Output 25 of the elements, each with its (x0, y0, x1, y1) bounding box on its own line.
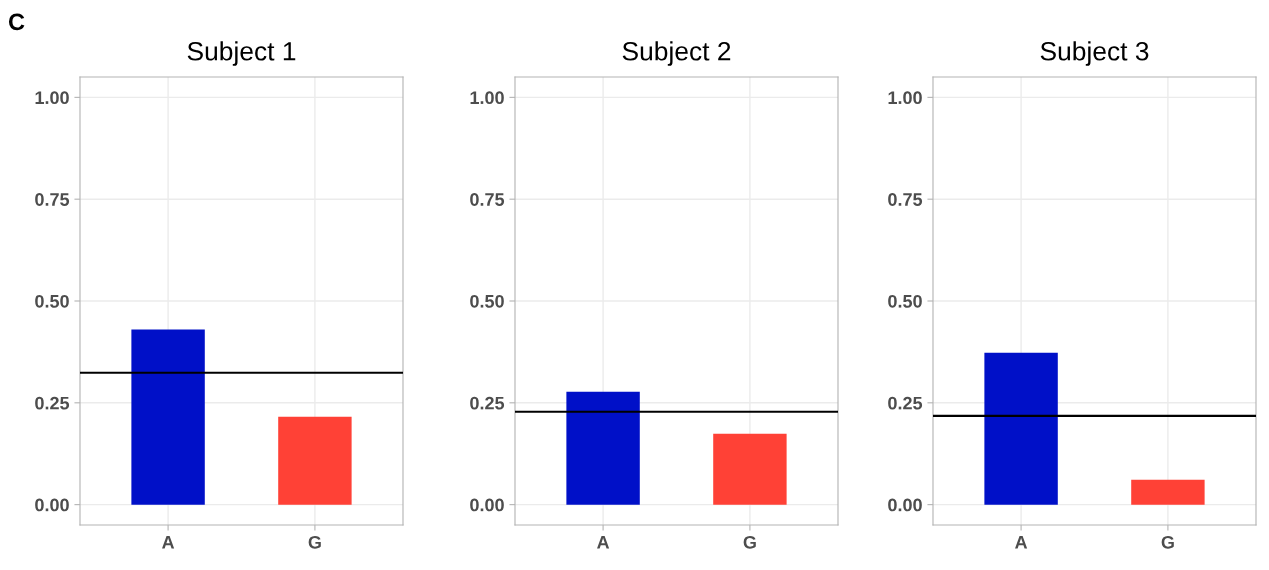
y-tick-label: 1.00 (888, 91, 922, 105)
y-tick-label: 0.25 (888, 396, 923, 410)
text: C (8, 13, 25, 31)
y-tick-label: 0.50 (888, 294, 922, 308)
y-tick-label: 0.50 (35, 294, 69, 308)
chart-title: Subject 3 (1040, 41, 1149, 66)
chart-title: Subject 1 (187, 41, 296, 66)
y-tick-label: 0.75 (888, 193, 923, 206)
y-tick-label: 0.75 (35, 193, 70, 206)
y-tick-label: 0.00 (35, 498, 69, 512)
y-tick-label: 0.50 (470, 294, 504, 308)
y-tick-label: 0.25 (470, 396, 505, 410)
x-tick-label: G (308, 535, 321, 549)
y-tick-label: 1.00 (35, 91, 69, 105)
y-tick-label: 0.75 (470, 193, 505, 206)
x-tick-label: A (597, 536, 610, 549)
y-tick-label: 0.00 (470, 498, 504, 512)
x-tick-label: G (1161, 535, 1174, 549)
x-tick-label: A (1015, 536, 1028, 549)
y-tick-label: 1.00 (470, 91, 504, 105)
y-tick-label: 0.25 (35, 396, 70, 410)
chart-title: Subject 2 (622, 41, 731, 66)
x-tick-label: G (743, 535, 756, 549)
x-tick-label: A (162, 536, 175, 549)
y-tick-label: 0.00 (888, 498, 922, 512)
